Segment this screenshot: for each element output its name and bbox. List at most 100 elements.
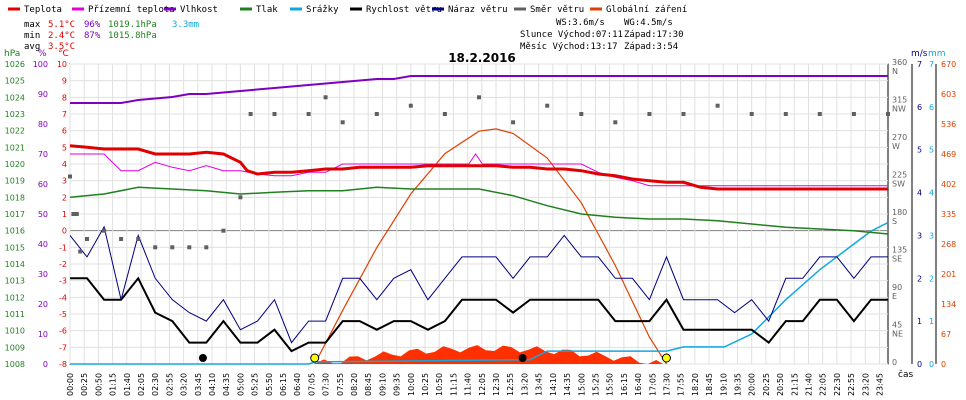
tick-dir: 360 [892,58,907,67]
x-tick-label: 03:20 [180,373,189,396]
tick-degc: -2 [59,260,67,269]
series-wind-direction-point [187,245,192,250]
series-wind-direction-point [886,112,890,116]
sunset-marker [661,353,671,363]
x-tick-label: 23:20 [861,373,870,396]
axis-pct-label: % [38,49,47,59]
tick-pct: 100 [33,60,48,69]
tick-degc: -4 [59,293,67,302]
series-wind-direction-point [272,112,277,116]
axis-degc-label: °C [58,49,69,59]
series-wind-direction-point [817,112,822,116]
tick-dir: 225 [892,171,907,180]
tick-hpa: 1020 [5,160,25,169]
chart-title: 18.2.2016 [448,51,516,65]
tick-wm2: 402 [941,180,956,189]
tick-ms: 0 [917,360,922,369]
x-tick-label: 10:00 [407,373,416,396]
tick-degc: 2 [62,193,67,202]
tick-wm2: 134 [941,300,956,309]
series-humidity [70,75,888,104]
x-tick-label: 09:10 [378,373,387,396]
series-wind-direction-point [323,95,328,100]
series-wind-direction-point [477,95,481,100]
series-wind-direction-point [545,103,550,108]
tick-pct: 30 [38,270,48,279]
tick-wm2: 536 [941,120,956,129]
tick-dir-name: E [892,292,897,301]
tick-hpa: 1021 [5,143,25,152]
sunrise-marker [310,353,320,363]
tick-hpa: 1015 [5,243,25,252]
info-sun-set: Západ:17:30 [624,30,684,40]
x-tick-label: 11:40 [464,373,473,396]
x-tick-label: 23:45 [876,373,885,396]
x-tick-label: 12:55 [506,373,515,396]
x-tick-label: 07:30 [322,373,331,396]
x-tick-label: 05:00 [236,373,245,396]
x-tick-label: 13:45 [535,373,544,396]
tick-dir: 90 [892,283,902,292]
x-tick-label: 17:30 [663,373,672,396]
series-wind-direction-point [681,112,686,116]
moonrise-marker [518,354,527,362]
stats-min-hum: 87% [84,31,101,41]
x-tick-label: 20:00 [748,373,757,396]
tick-hpa: 1009 [5,343,25,352]
legend-label: Tlak [256,5,278,15]
legend-label: Globální záření [606,5,687,15]
series-wind-direction-point [221,228,226,233]
series-wind-direction-point [408,103,413,108]
series-wind-direction-point [136,237,141,241]
series-wind-direction-point [851,112,856,116]
axis-hpa-label: hPa [4,49,20,59]
tick-dir-name: SW [892,180,905,189]
x-tick-label: 12:30 [492,373,501,396]
tick-mm: 7 [929,60,934,69]
tick-degc: -8 [59,360,67,369]
moonset-marker [198,354,207,362]
tick-ms: 6 [917,103,922,112]
legend-label: Rychlost větru [366,5,442,15]
x-tick-label: 07:05 [307,373,316,396]
tick-mm: 3 [929,231,934,240]
series-wind-direction-point [102,228,107,233]
x-tick-label: 18:45 [705,373,714,396]
stats-max-temp: 5.1°C [48,20,75,30]
tick-pct: 70 [38,150,48,159]
tick-mm: 4 [929,189,934,198]
x-tick-label: 19:10 [719,373,728,396]
tick-hpa: 1025 [5,77,25,86]
x-tick-label: 21:40 [805,373,814,396]
tick-dir: 315 [892,96,907,105]
x-tick-label: 02:55 [165,373,174,396]
tick-degc: 1 [62,210,67,219]
series-wind-direction-point [170,245,175,250]
tick-degc: 8 [62,93,67,102]
tick-mm: 1 [929,317,934,326]
x-tick-label: 17:55 [677,373,686,396]
stats-min-label: min [24,31,40,41]
tick-wm2: 603 [941,90,956,99]
tick-dir-name: NE [892,330,903,339]
tick-wm2: 268 [941,240,956,249]
series-wind-direction-point [715,103,720,108]
tick-degc: 4 [62,160,67,169]
series-wind-direction-point [74,212,79,216]
stats-max-rain: 3.3mm [172,20,199,30]
series-wind-direction-point [613,120,618,125]
tick-hpa: 1022 [5,127,25,136]
tick-mm: 0 [929,360,934,369]
series-wind-speed [70,276,888,353]
x-axis-ticks: 00:00 00:25 00:50 01:15 01:40 02:05 02:30 02:55… [66,373,885,396]
tick-hpa: 1024 [5,93,25,102]
series-wind-direction-point [647,112,652,116]
tick-hpa: 1026 [5,60,25,69]
tick-ms: 1 [917,317,922,326]
tick-hpa: 1013 [5,277,25,286]
tick-degc: 9 [62,77,67,86]
legend-label: Náraz větru [448,5,508,15]
tick-dir-name: SE [892,255,902,264]
tick-hpa: 1011 [5,310,25,319]
tick-mm: 2 [929,274,934,283]
